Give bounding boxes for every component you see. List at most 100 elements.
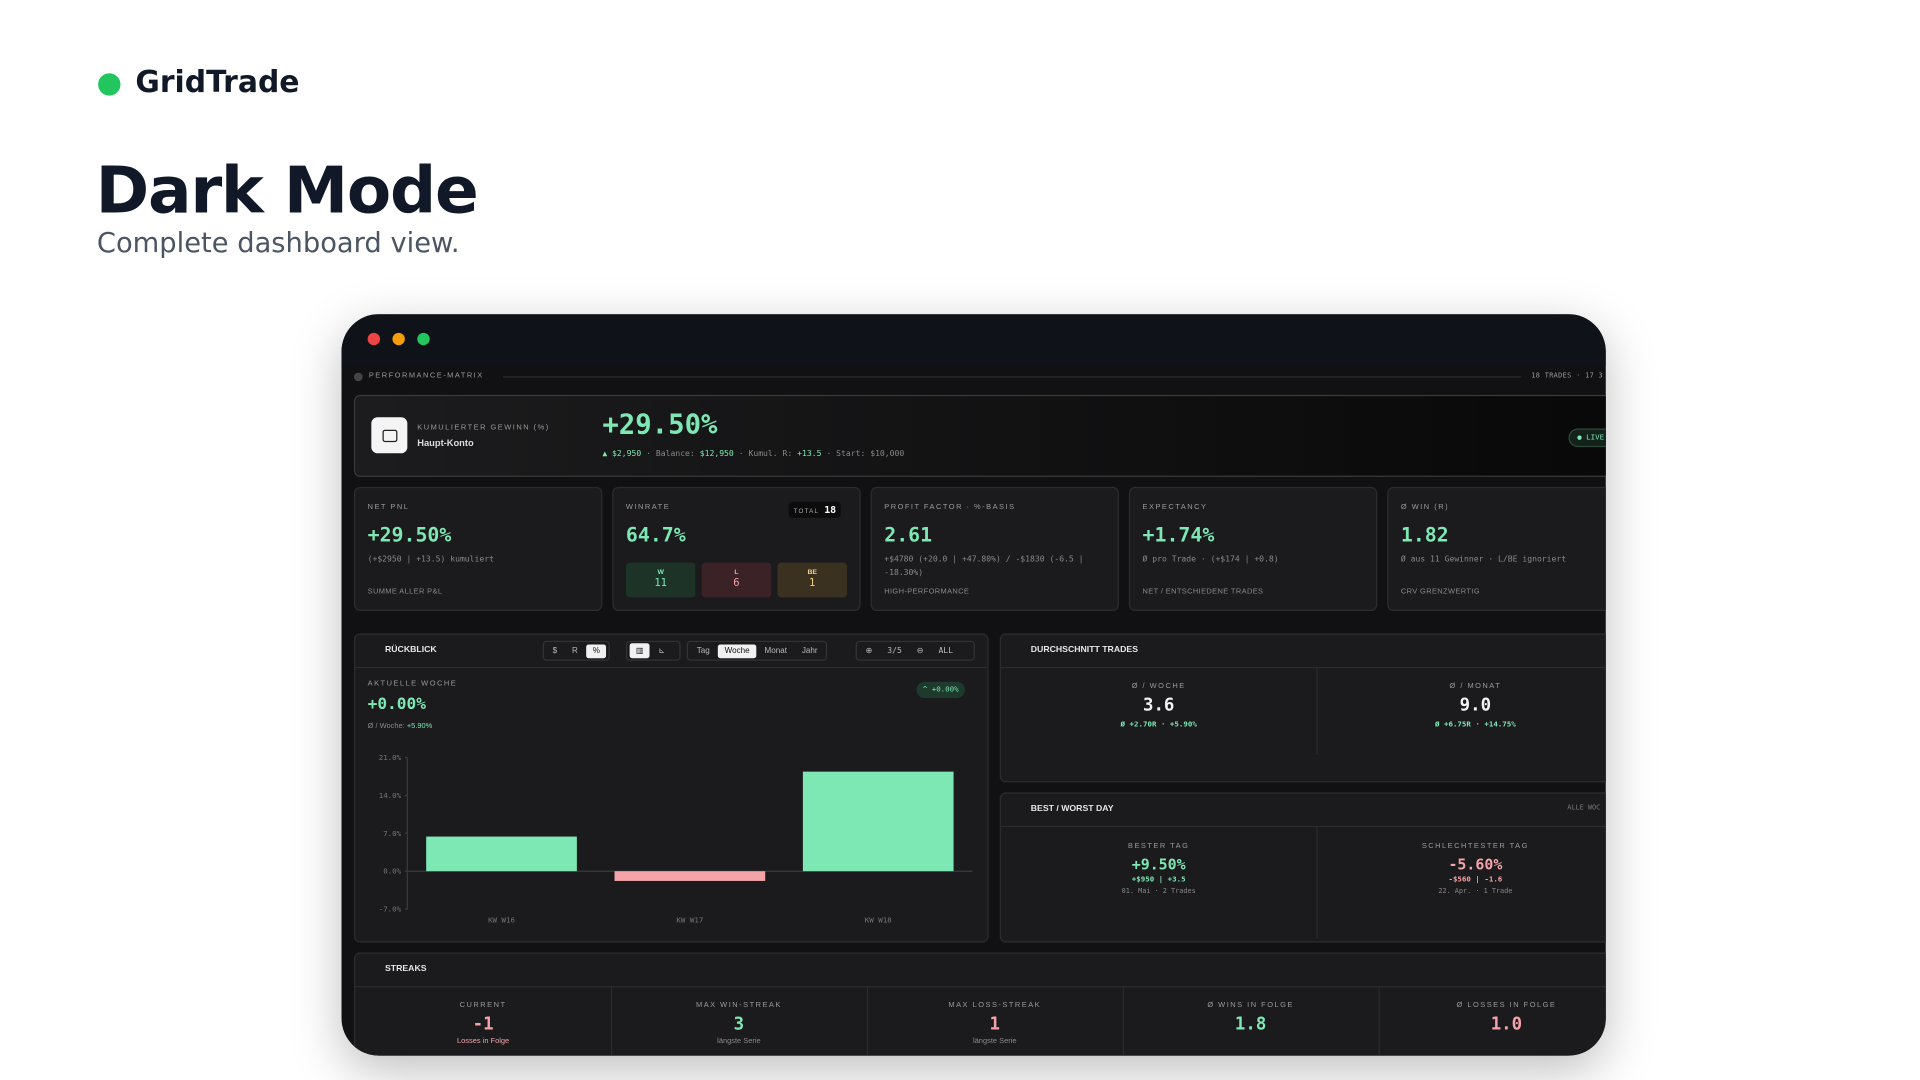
averages-header: DURCHSCHNITT TRADES <box>1000 635 1606 669</box>
streak-column: Ø WINS IN FOLGE 1.8 <box>1207 1002 1294 1034</box>
stat-value: +29.50% <box>367 522 452 547</box>
average-column: Ø / MONAT 9.0 Ø +6.75R · +14.75% <box>1435 683 1516 729</box>
best-worst-header: BEST / WORST DAY ALLE WOC <box>1000 794 1606 828</box>
matrix-meta: 18 TRADES · 17 3 <box>1531 372 1604 381</box>
stat-value: 2.61 <box>884 522 933 547</box>
streak-value: 1.0 <box>1490 1014 1523 1035</box>
mode-toggle: $ R% <box>542 640 610 661</box>
close-dot[interactable] <box>367 332 381 346</box>
brand: GridTrade <box>135 64 300 100</box>
day-value: -5.60% <box>1448 855 1503 874</box>
day-label: BESTER TAG <box>1127 843 1190 851</box>
hero-label: KUMULIERTER GEWINN (%) <box>417 424 550 433</box>
title-bar <box>341 314 1606 366</box>
average-column: Ø / WOCHE 3.6 Ø +2.70R · +5.90% <box>1121 683 1197 729</box>
hero-change: ▲ $2,950 <box>602 448 642 459</box>
period-button[interactable]: Woche <box>718 643 756 658</box>
streak-value: 1.8 <box>1234 1014 1267 1035</box>
brand-dot <box>98 73 121 96</box>
y-tick-label: 7.0% <box>383 829 401 838</box>
hero-start: · Start: $10,000 <box>826 448 905 459</box>
y-tick-label: 21.0% <box>379 753 402 762</box>
avg-value: +5.90% <box>406 722 433 731</box>
bar <box>802 771 954 872</box>
subtitle: Complete dashboard view. <box>96 228 460 260</box>
average-label: Ø / MONAT <box>1449 683 1502 691</box>
outcome-label: W <box>657 568 664 577</box>
streak-column: Ø LOSSES IN FOLGE 1.0 <box>1456 1002 1556 1034</box>
stat-sub: Ø aus 11 Gewinner · L/BE ignoriert <box>1400 553 1567 564</box>
streak-label: CURRENT <box>459 1002 507 1010</box>
period-toggle: Tag Woche Monat Jahr <box>686 640 828 661</box>
outcome-box: W 11 <box>625 562 696 598</box>
y-tick-label: 0.0% <box>383 867 401 876</box>
day-detail: +$950 | +3.5 <box>1131 875 1186 885</box>
outcome-value: 11 <box>654 577 668 590</box>
stat-label: WINRATE <box>625 504 671 512</box>
average-value: 9.0 <box>1459 695 1492 716</box>
day-date: 01. Mai · 2 Trades <box>1121 887 1196 896</box>
period-button[interactable]: Monat <box>764 646 787 656</box>
average-value: 3.6 <box>1142 695 1175 716</box>
averages-title: DURCHSCHNITT TRADES <box>1030 645 1139 655</box>
stat-card: WINRATE 64.7% TOTAL 18 W 11 L 6 BE 1 <box>612 486 861 612</box>
max-dot[interactable] <box>417 332 430 346</box>
all[interactable]: ALL <box>938 645 954 656</box>
current-label: AKTUELLE WOCHE <box>367 680 458 689</box>
avg: Ø / Woche: +5.90% <box>368 723 433 730</box>
hero-account: Haupt-Konto <box>417 437 474 449</box>
stat-footer: SUMME ALLER P&L <box>367 588 443 597</box>
review-title: RÜCKBLICK <box>384 645 437 655</box>
min-dot[interactable] <box>392 332 405 346</box>
streak-column: MAX WIN-STREAK 3 längste Serie <box>696 1002 782 1045</box>
period-button[interactable]: Tag <box>696 646 710 656</box>
streak-column: CURRENT -1 Losses in Folge <box>457 1002 509 1045</box>
current-badge: ^ +0.00% <box>916 681 965 698</box>
day-value: +9.50% <box>1131 855 1186 874</box>
bar <box>614 871 766 881</box>
streak-value: 3 <box>733 1014 745 1035</box>
streaks-header: STREAKS <box>355 954 1606 988</box>
hero-balance: $12,950 <box>699 448 734 459</box>
zoom-in[interactable]: ⊕ <box>865 647 873 656</box>
average-sub: Ø +6.75R · +14.75% <box>1434 720 1516 729</box>
averages-panel: DURCHSCHNITT TRADES Ø / WOCHE 3.6 Ø +2.70R… <box>999 633 1606 783</box>
filter[interactable]: ALLE WOC <box>1567 804 1601 813</box>
zoom-out[interactable]: ⊖ <box>916 647 924 656</box>
streaks-panel: STREAKS CURRENT -1 Losses in Folge MAX WIN-… <box>353 952 1606 1056</box>
current-value: +0.00% <box>367 695 426 715</box>
mode-button[interactable]: R <box>572 646 578 656</box>
outcome-label: BE <box>807 568 817 577</box>
chart: -7.0% 0.0% 7.0% 14.0% 21.0% KW W16 KW W17 KW W1… <box>379 753 973 925</box>
stat-footer: HIGH-PERFORMANCE <box>884 588 970 597</box>
day-label: SCHLECHTESTER TAG <box>1421 843 1529 851</box>
divider <box>1316 668 1318 756</box>
mode-button[interactable]: $ <box>552 646 558 656</box>
mode-button[interactable]: % <box>586 643 607 658</box>
period-button[interactable]: Jahr <box>801 646 818 656</box>
streak-label: MAX WIN-STREAK <box>695 1002 782 1010</box>
line-view[interactable]: ⊾ <box>658 647 666 656</box>
streaks-title: STREAKS <box>384 964 427 974</box>
total-badge: TOTAL 18 <box>788 501 842 518</box>
total-value: 18 <box>824 504 837 516</box>
streak-value: 1 <box>989 1014 1001 1035</box>
stat-label: EXPECTANCY <box>1142 504 1208 512</box>
average-label: Ø / WOCHE <box>1131 683 1186 691</box>
bar-view[interactable]: ▥ <box>629 643 650 659</box>
review-panel: RÜCKBLICK $ R% ▥ ⊾ Tag Woche Monat Jahr ⊕ 3/5 ⊖… <box>353 633 989 943</box>
average-sub: Ø +2.70R · +5.90% <box>1120 720 1197 729</box>
title: Dark Mode <box>95 153 479 229</box>
stat-label: Ø WIN (R) <box>1400 504 1450 512</box>
divider <box>1316 827 1318 939</box>
stat-sub: Ø pro Trade · (+$174 | +0.8) <box>1142 553 1279 564</box>
stat-value: +1.74% <box>1142 522 1215 547</box>
divider <box>1378 987 1380 1056</box>
hero-meta: ▲ $2,950 · Balance: $12,950 · Kumul. R: +1… <box>602 448 904 458</box>
y-tick-label: -7.0% <box>379 905 402 914</box>
day-column: SCHLECHTESTER TAG -5.60% -$560 | -1.6 22. A… <box>1422 843 1529 895</box>
stat-footer: CRV GRENZWERTIG <box>1400 588 1480 597</box>
best-worst-title: BEST / WORST DAY <box>1030 804 1114 814</box>
stat-card: NET PNL +29.50% (+$2950 | +13.5) kumuliert… <box>353 486 603 612</box>
